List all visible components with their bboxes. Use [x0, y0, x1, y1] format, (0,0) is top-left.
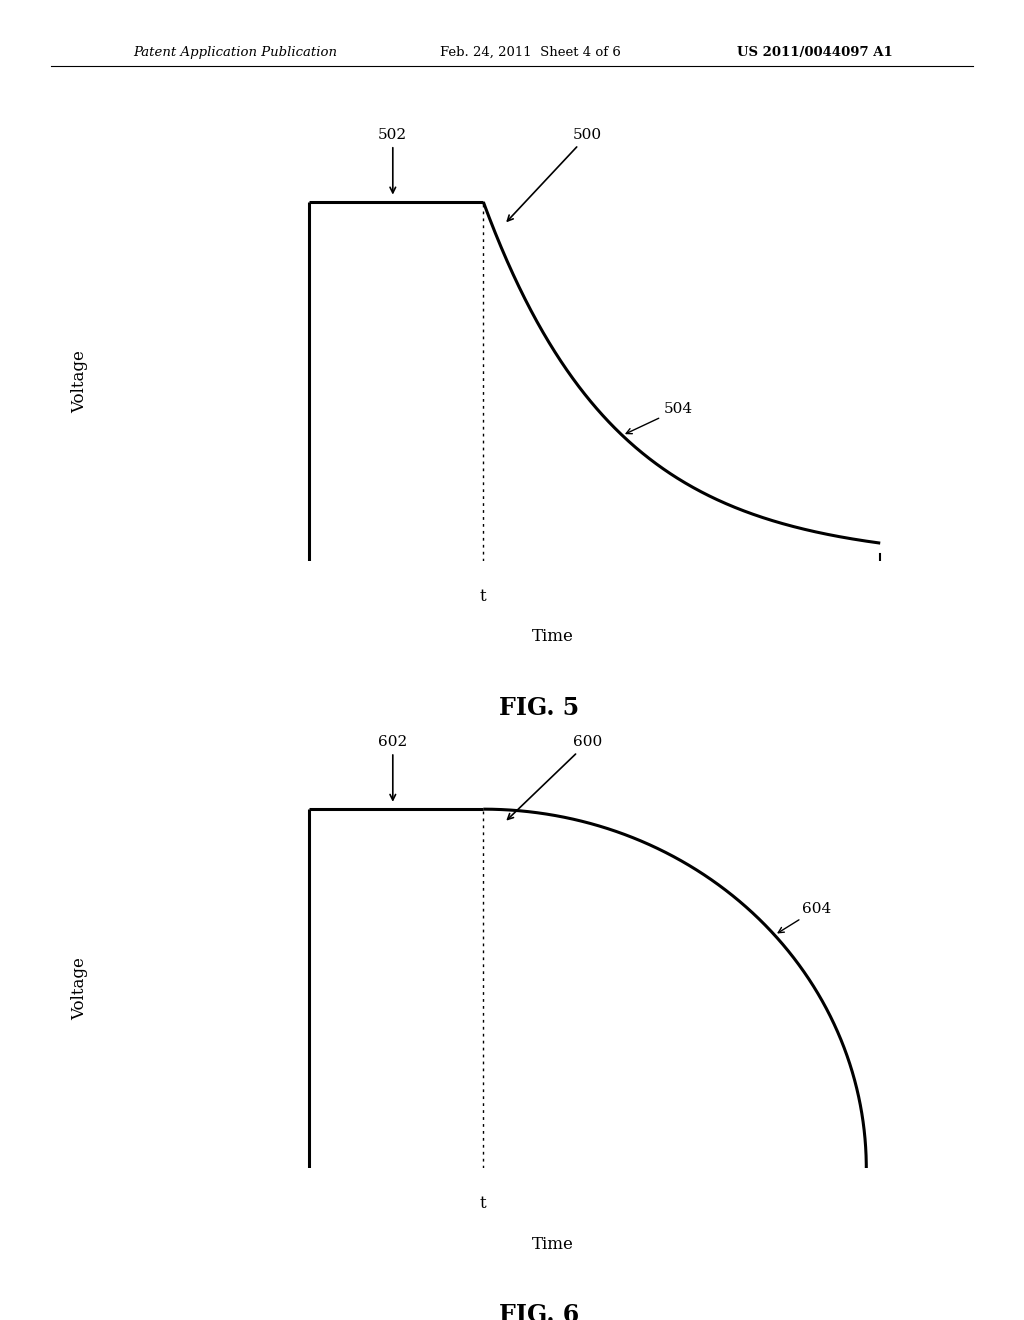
- Text: FIG. 5: FIG. 5: [499, 696, 580, 719]
- Text: t: t: [480, 1195, 486, 1212]
- Text: Voltage: Voltage: [71, 957, 88, 1020]
- Text: 602: 602: [378, 735, 408, 800]
- Text: Patent Application Publication: Patent Application Publication: [133, 46, 337, 59]
- Text: 600: 600: [508, 735, 602, 820]
- Text: 500: 500: [507, 128, 602, 220]
- Text: t: t: [480, 587, 486, 605]
- Text: 604: 604: [778, 902, 831, 933]
- Text: Time: Time: [532, 628, 573, 645]
- Text: Feb. 24, 2011  Sheet 4 of 6: Feb. 24, 2011 Sheet 4 of 6: [440, 46, 622, 59]
- Text: Time: Time: [532, 1236, 573, 1253]
- Text: FIG. 6: FIG. 6: [499, 1303, 580, 1320]
- Text: 502: 502: [378, 128, 408, 193]
- Text: 504: 504: [626, 401, 693, 434]
- Text: Voltage: Voltage: [71, 350, 88, 413]
- Text: US 2011/0044097 A1: US 2011/0044097 A1: [737, 46, 893, 59]
